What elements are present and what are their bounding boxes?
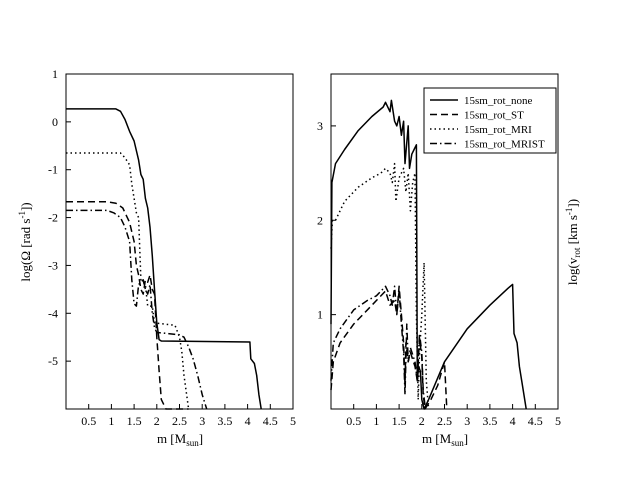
- x-tick-label: 3: [199, 414, 205, 428]
- x-tick-label: 1: [373, 414, 379, 428]
- y-tick-label: -5: [48, 354, 58, 368]
- series-line-3: [330, 162, 430, 410]
- series-group: [66, 108, 262, 410]
- x-tick-label: 4: [245, 414, 251, 428]
- series-group: [330, 99, 527, 410]
- legend: 15sm_rot_none 15sm_rot_ST 15sm_rot_MRI 15sm…: [423, 87, 557, 154]
- x-tick-label: 4.5: [528, 414, 543, 428]
- legend-label: 15sm_rot_ST: [464, 110, 524, 122]
- y-tick-label: 3: [317, 119, 323, 133]
- series-line-4: [330, 285, 427, 410]
- series-line-2: [66, 152, 190, 410]
- x-axis: 0.5 1 1.5 2 2.5 3 3.5 4 4.5 5: [346, 404, 561, 428]
- x-tick-label: 0.5: [81, 414, 96, 428]
- y-tick-label: -4: [48, 306, 58, 320]
- x-tick-label: 5: [555, 414, 561, 428]
- y-axis-label: log(Ω [rad s-1]): [17, 202, 33, 281]
- y-axis: 1 0 -1 -2 -3 -4 -5: [48, 67, 71, 368]
- legend-box: [423, 87, 557, 154]
- y-axis: 3 2 1: [317, 119, 336, 322]
- y-tick-label: -2: [48, 211, 58, 225]
- series-line-1: [66, 108, 262, 410]
- y-tick-label: 0: [52, 115, 58, 129]
- x-axis-label: m [Msun]: [422, 431, 468, 448]
- x-axis-label: m [Msun]: [157, 431, 203, 448]
- series-line-2: [330, 285, 448, 410]
- velocity-panel: 0.5 1 1.5 2 2.5 3 3.5 4 4.5 5 3 2 1 m [Msun] log(vr…: [317, 73, 582, 448]
- y-tick-label: 2: [317, 213, 323, 227]
- legend-label: 15sm_rot_MRI: [464, 124, 532, 136]
- y-tick-label: -1: [48, 163, 58, 177]
- x-tick-label: 0.5: [346, 414, 361, 428]
- x-tick-label: 1.5: [392, 414, 407, 428]
- plot-frame: [65, 73, 294, 410]
- x-tick-label: 2: [154, 414, 160, 428]
- omega-panel: 0.5 1 1.5 2 2.5 3 3.5 4 4.5 5 1 0 -1 -2 -3 -4 -5 m [Msu…: [17, 67, 296, 448]
- x-tick-label: 1.5: [127, 414, 142, 428]
- x-axis: 0.5 1 1.5 2 2.5 3 3.5 4 4.5 5: [81, 404, 296, 428]
- y-tick-label: 1: [52, 67, 58, 81]
- series-line-1: [330, 99, 527, 410]
- x-tick-label: 3.5: [482, 414, 497, 428]
- x-tick-label: 1: [108, 414, 114, 428]
- x-tick-label: 2.5: [172, 414, 187, 428]
- legend-label: 15sm_rot_none: [464, 95, 533, 107]
- x-tick-label: 4: [510, 414, 516, 428]
- y-axis-label: log(vrot [km s-1]): [564, 199, 582, 285]
- x-tick-label: 3: [464, 414, 470, 428]
- x-tick-label: 5: [290, 414, 296, 428]
- series-line-3: [66, 201, 189, 410]
- y-tick-label: -3: [48, 258, 58, 272]
- x-tick-label: 2.5: [437, 414, 452, 428]
- legend-label: 15sm_rot_MRIST: [464, 139, 545, 151]
- series-line-4: [66, 209, 208, 410]
- x-tick-label: 4.5: [263, 414, 278, 428]
- x-tick-label: 2: [419, 414, 425, 428]
- x-tick-label: 3.5: [217, 414, 232, 428]
- y-tick-label: 1: [317, 308, 323, 322]
